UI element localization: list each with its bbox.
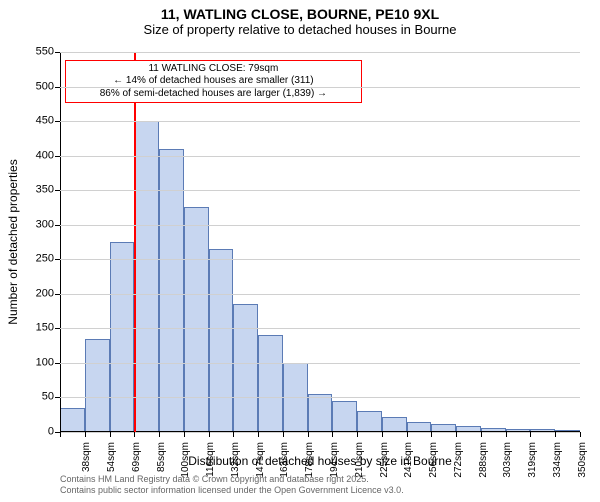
y-tick-label: 0	[14, 427, 60, 438]
grid-line	[60, 432, 580, 433]
x-tick-mark	[580, 432, 581, 437]
x-tick-label: 334sqm	[552, 438, 563, 502]
y-tick-label: 200	[14, 288, 60, 299]
chart-container: 11, WATLING CLOSE, BOURNE, PE10 9XL Size…	[0, 0, 600, 500]
grid-line	[60, 397, 580, 398]
x-tick-mark	[407, 432, 408, 437]
x-tick-label: 272sqm	[453, 438, 464, 502]
x-tick-mark	[85, 432, 86, 437]
x-tick-mark	[60, 432, 61, 437]
x-tick-mark	[159, 432, 160, 437]
x-tick-label: 288sqm	[478, 438, 489, 502]
title-main: 11, WATLING CLOSE, BOURNE, PE10 9XL	[0, 6, 600, 22]
y-axis-label: Number of detached properties	[6, 52, 22, 432]
x-tick-mark	[258, 432, 259, 437]
x-tick-mark	[506, 432, 507, 437]
histogram-bar	[60, 408, 85, 432]
y-tick-label: 300	[14, 219, 60, 230]
histogram-bar	[85, 339, 110, 432]
x-tick-label: 350sqm	[577, 438, 588, 502]
annotation-box: 11 WATLING CLOSE: 79sqm ← 14% of detache…	[65, 60, 361, 104]
histogram-bar	[258, 335, 283, 432]
histogram-bar	[382, 417, 407, 432]
footnote-line2: Contains public sector information licen…	[60, 485, 404, 496]
y-tick-label: 550	[14, 47, 60, 58]
x-tick-mark	[110, 432, 111, 437]
x-tick-mark	[134, 432, 135, 437]
grid-line	[60, 52, 580, 53]
plot-area: 11 WATLING CLOSE: 79sqm ← 14% of detache…	[60, 52, 580, 432]
grid-line	[60, 87, 580, 88]
y-tick-label: 400	[14, 150, 60, 161]
grid-line	[60, 328, 580, 329]
y-tick-label: 250	[14, 254, 60, 265]
grid-line	[60, 190, 580, 191]
x-tick-mark	[209, 432, 210, 437]
histogram-bar	[308, 394, 333, 432]
bars-layer	[60, 52, 580, 432]
y-tick-label: 500	[14, 81, 60, 92]
grid-line	[60, 156, 580, 157]
y-tick-label: 450	[14, 116, 60, 127]
histogram-bar	[209, 249, 234, 432]
y-axis-line	[60, 52, 61, 432]
x-tick-label: 241sqm	[403, 438, 414, 502]
histogram-bar	[233, 304, 258, 432]
x-tick-mark	[283, 432, 284, 437]
footnote: Contains HM Land Registry data © Crown c…	[60, 474, 404, 496]
x-tick-mark	[431, 432, 432, 437]
grid-line	[60, 363, 580, 364]
annotation-line3: 86% of semi-detached houses are larger (…	[70, 88, 356, 101]
x-axis-label: Distribution of detached houses by size …	[60, 454, 580, 468]
title-sub: Size of property relative to detached ho…	[0, 22, 600, 37]
x-tick-label: 319sqm	[527, 438, 538, 502]
x-tick-label: 303sqm	[502, 438, 513, 502]
histogram-bar	[110, 242, 135, 432]
y-tick-label: 50	[14, 392, 60, 403]
x-tick-mark	[456, 432, 457, 437]
x-tick-mark	[233, 432, 234, 437]
annotation-line1: 11 WATLING CLOSE: 79sqm	[70, 63, 356, 76]
x-tick-mark	[382, 432, 383, 437]
x-tick-mark	[530, 432, 531, 437]
grid-line	[60, 121, 580, 122]
grid-line	[60, 225, 580, 226]
x-tick-mark	[308, 432, 309, 437]
x-tick-mark	[332, 432, 333, 437]
histogram-bar	[159, 149, 184, 432]
x-tick-mark	[481, 432, 482, 437]
y-tick-label: 100	[14, 357, 60, 368]
x-tick-mark	[184, 432, 185, 437]
title-block: 11, WATLING CLOSE, BOURNE, PE10 9XL Size…	[0, 0, 600, 37]
y-tick-label: 150	[14, 323, 60, 334]
footnote-line1: Contains HM Land Registry data © Crown c…	[60, 474, 404, 485]
reference-line	[134, 52, 136, 432]
x-tick-mark	[357, 432, 358, 437]
grid-line	[60, 294, 580, 295]
histogram-bar	[357, 411, 382, 432]
histogram-bar	[332, 401, 357, 432]
grid-line	[60, 259, 580, 260]
y-tick-label: 350	[14, 185, 60, 196]
histogram-bar	[134, 121, 159, 432]
x-tick-label: 256sqm	[428, 438, 439, 502]
x-tick-mark	[555, 432, 556, 437]
